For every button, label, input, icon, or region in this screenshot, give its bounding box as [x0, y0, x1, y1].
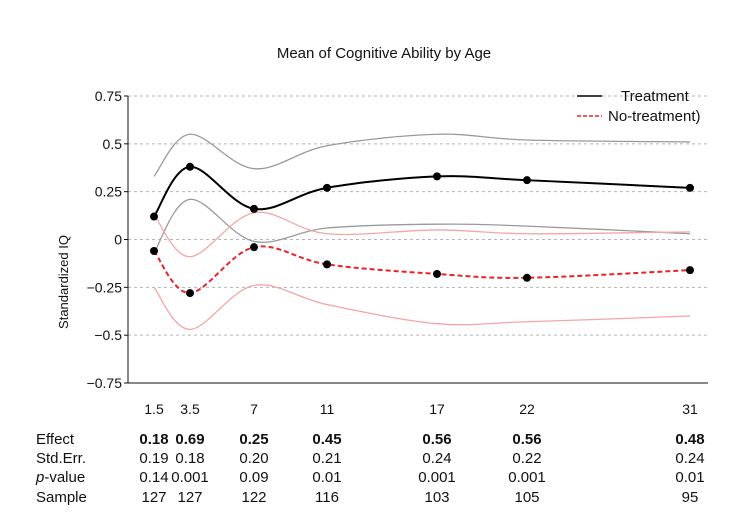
- no-treatment-point: [150, 246, 158, 255]
- treatment-point: [433, 172, 441, 181]
- no-treatment-point: [523, 273, 531, 282]
- no-treatment-point: [433, 269, 441, 278]
- confidence-band-lower: [153, 198, 691, 254]
- treatment-point: [523, 176, 531, 185]
- no-treatment-line: [153, 245, 691, 295]
- treatment-point: [686, 183, 694, 192]
- x-tick-label: 22: [519, 401, 535, 417]
- treatment-point: [186, 162, 194, 171]
- no-treatment-point: [323, 260, 331, 269]
- x-ticks: 1.5 3.5 7 11 17 22 31: [144, 401, 698, 417]
- y-tick-label: 0: [114, 232, 122, 248]
- x-tick-label: 11: [320, 401, 335, 417]
- legend: Treatment No-treatment): [577, 88, 701, 125]
- y-tick-label: −0.75: [87, 375, 123, 391]
- confidence-band-lower: [153, 284, 691, 331]
- y-tick-label: 0.75: [95, 88, 122, 104]
- y-tick-label: −0.5: [94, 327, 122, 343]
- y-tick-label: −0.25: [87, 279, 123, 295]
- no-treatment-point: [686, 266, 694, 275]
- no-treatment-point: [250, 243, 258, 252]
- confidence-band-upper: [153, 211, 691, 258]
- x-tick-label: 31: [682, 401, 698, 417]
- y-tick-label: 0.25: [95, 184, 122, 200]
- x-tick-label: 3.5: [180, 401, 200, 417]
- y-tick-label: 0.5: [103, 136, 123, 152]
- no-treatment-point: [186, 289, 194, 298]
- treatment-point: [323, 183, 331, 192]
- confidence-band-upper: [153, 133, 691, 177]
- x-tick-label: 17: [429, 401, 445, 417]
- x-tick-label: 1.5: [144, 401, 164, 417]
- chart-title: Mean of Cognitive Ability by Age: [277, 45, 491, 62]
- legend-no-treatment-label: No-treatment): [608, 108, 701, 125]
- treatment-point: [150, 212, 158, 221]
- confidence-bands: [153, 133, 691, 331]
- y-ticks: 0.75 0.5 0.25 0 −0.25 −0.5 −0.75: [87, 88, 128, 391]
- data-points: [150, 162, 694, 298]
- treatment-point: [250, 204, 258, 213]
- legend-treatment-label: Treatment: [621, 88, 690, 105]
- y-axis-label: Standardized IQ: [56, 235, 71, 329]
- grid: [128, 95, 708, 336]
- x-tick-label: 7: [250, 401, 258, 417]
